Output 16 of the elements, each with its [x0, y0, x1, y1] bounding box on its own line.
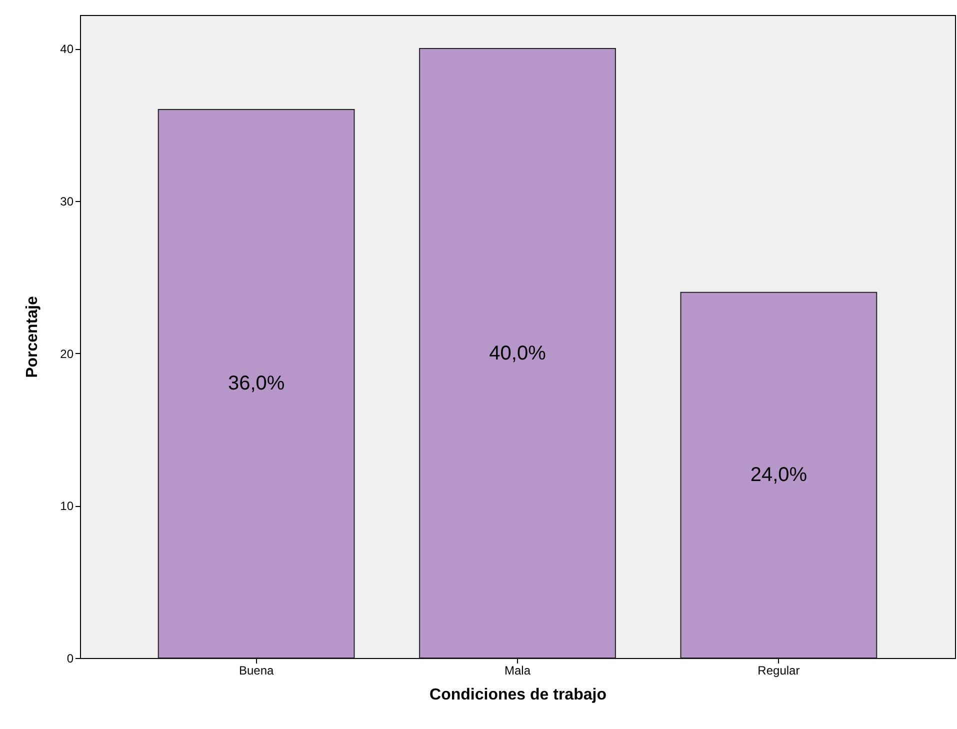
x-tick-label: Mala [504, 664, 531, 678]
y-tick-label: 10 [60, 499, 74, 514]
data-label: 24,0% [750, 464, 808, 486]
bar [419, 48, 616, 658]
y-tick-label: 0 [66, 652, 74, 666]
bar [680, 292, 878, 658]
y-tick-label: 40 [60, 42, 74, 56]
y-tick-label: 30 [60, 194, 74, 208]
x-tick-label: Buena [238, 664, 274, 678]
data-label: 40,0% [489, 342, 546, 364]
bar [158, 108, 355, 658]
data-label: 36,0% [228, 372, 285, 395]
y-tick-label: 20 [60, 346, 74, 361]
y-axis-title: Porcentaje [24, 296, 42, 378]
x-tick-label: Regular [758, 664, 800, 678]
x-axis-title: Condiciones de trabajo [430, 686, 607, 704]
